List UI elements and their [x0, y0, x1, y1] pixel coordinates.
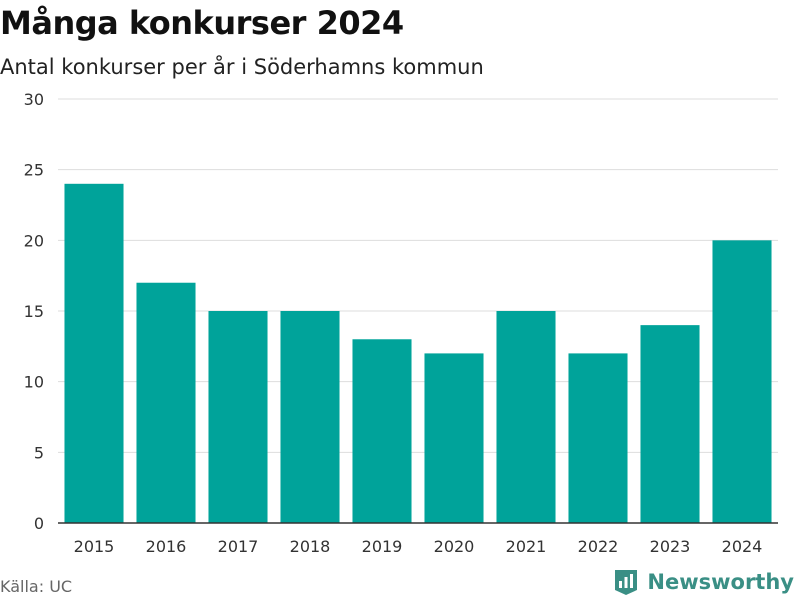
y-tick-label: 15: [24, 302, 44, 321]
x-axis-ticks: 2015 2016 2017 2018 2019 2020 2021 2022 2023 2024: [74, 537, 763, 556]
bar-2016: [136, 282, 196, 523]
bar-2023: [640, 325, 700, 523]
bar-2018: [280, 311, 340, 523]
x-tick-label: 2023: [650, 537, 691, 556]
bars: [64, 183, 772, 524]
newsworthy-logo-icon: [615, 570, 638, 595]
x-tick-label: 2016: [146, 537, 187, 556]
x-tick-label: 2022: [578, 537, 619, 556]
x-tick-label: 2017: [218, 537, 259, 556]
y-axis-ticks: 0 5 10 15 20 25 30: [24, 90, 44, 533]
bar-chart: 0 5 10 15 20 25 30 2015 2016 2017 2018 2019 2020 202…: [24, 90, 778, 556]
x-tick-label: 2020: [434, 537, 475, 556]
bar-2024: [712, 240, 772, 524]
bar-2015: [64, 183, 124, 524]
x-tick-label: 2021: [506, 537, 547, 556]
bar-2021: [496, 311, 556, 523]
brand-name: Newsworthy: [647, 570, 794, 594]
y-tick-label: 0: [34, 514, 44, 533]
bar-2019: [352, 339, 412, 523]
bar-2020: [424, 353, 484, 523]
x-tick-label: 2015: [74, 537, 115, 556]
source-label: Källa: UC: [0, 577, 73, 596]
y-tick-label: 25: [24, 161, 44, 180]
y-tick-label: 20: [24, 231, 44, 250]
x-tick-label: 2019: [362, 537, 403, 556]
page-subtitle: Antal konkurser per år i Söderhamns komm…: [0, 55, 484, 79]
y-tick-label: 5: [34, 443, 44, 462]
y-tick-label: 10: [24, 373, 44, 392]
y-tick-label: 30: [24, 90, 44, 109]
x-tick-label: 2018: [290, 537, 331, 556]
bar-2022: [568, 353, 628, 523]
bar-2017: [208, 311, 268, 523]
x-tick-label: 2024: [722, 537, 763, 556]
brand-logo: Newsworthy: [613, 568, 794, 596]
page-title: Många konkurser 2024: [0, 4, 404, 42]
